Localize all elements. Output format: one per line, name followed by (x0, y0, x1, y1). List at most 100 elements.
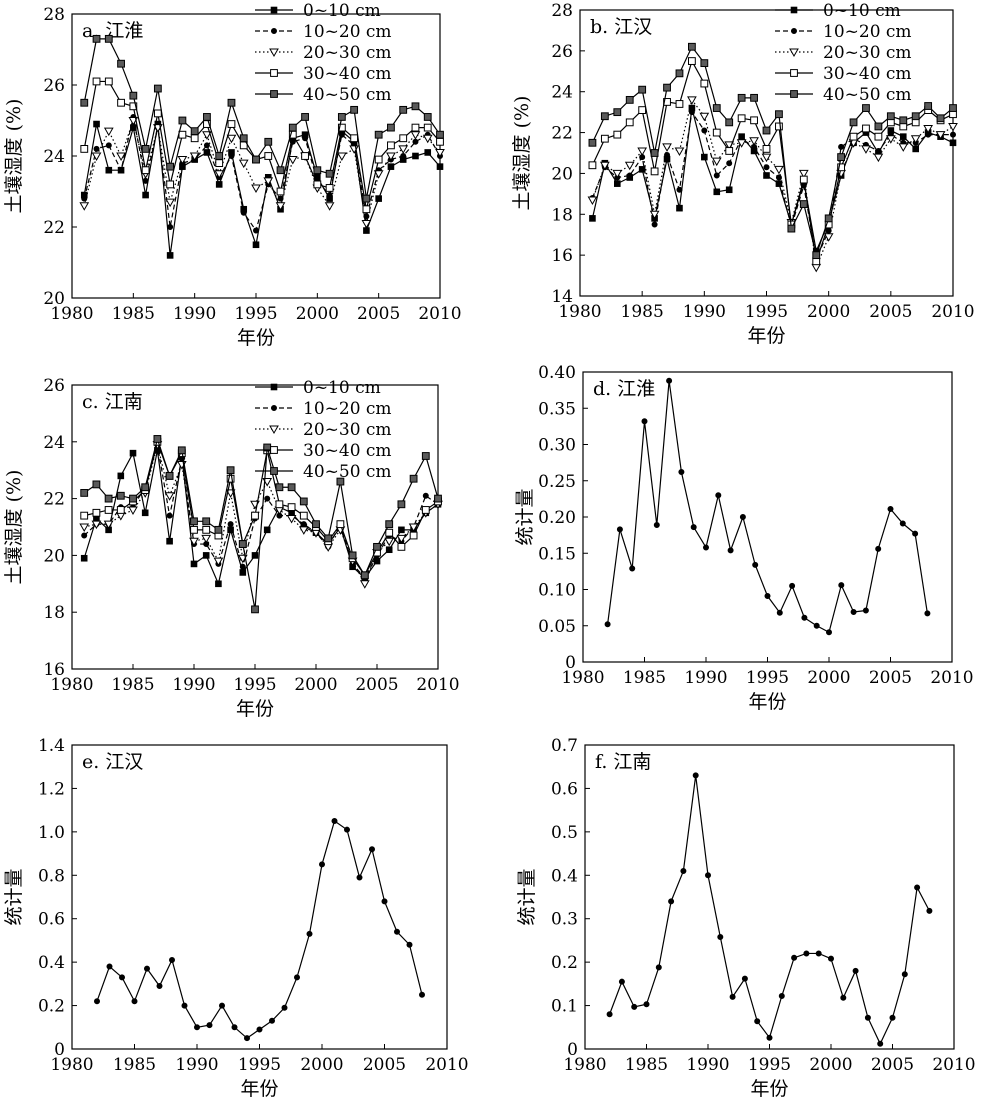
x-tick-label: 1995 (234, 304, 277, 324)
data-point (924, 610, 931, 617)
data-point (128, 506, 138, 515)
data-point (418, 991, 425, 998)
y-axis-label: 土壤湿度 (%) (3, 470, 25, 585)
data-point (251, 184, 261, 193)
data-point (203, 113, 211, 121)
x-tick-label: 2005 (363, 1055, 406, 1075)
data-point (373, 542, 381, 551)
data-point (650, 167, 659, 176)
legend-entry: 40~50 cm (823, 85, 912, 105)
panel-title: a. 江淮 (82, 20, 143, 42)
data-point (926, 907, 933, 914)
data-point (899, 133, 907, 140)
x-axis-label: 年份 (748, 691, 786, 713)
data-point (588, 138, 597, 147)
data-point (862, 104, 870, 112)
y-tick-label: 0.6 (551, 779, 578, 799)
panel-title: c. 江南 (82, 391, 143, 413)
data-point (874, 132, 883, 141)
data-point (400, 152, 407, 159)
y-tick-label: 22 (43, 218, 65, 238)
data-point (251, 605, 259, 614)
data-point (190, 517, 198, 526)
data-point (117, 98, 125, 107)
data-point (313, 166, 322, 175)
data-point (676, 204, 683, 212)
data-point (899, 116, 908, 125)
series-40-50- (80, 34, 444, 203)
x-axis-label: 年份 (747, 325, 785, 347)
x-tick-label: 1990 (684, 668, 727, 688)
data-point (215, 181, 223, 188)
chart-panel-c: 1980 1985 1990 1995 2000 2005 2010 16 18 20 22 24 26… (3, 376, 460, 720)
data-point (302, 135, 309, 142)
x-tick-label: 1980 (561, 668, 604, 688)
data-point (81, 195, 88, 202)
data-point (156, 983, 163, 990)
x-tick-label: 2005 (869, 668, 912, 688)
data-point (119, 974, 126, 981)
y-tick-label: 0.40 (538, 363, 576, 383)
data-point (898, 143, 909, 152)
y-tick-label: 24 (551, 83, 573, 103)
data-point (306, 930, 313, 937)
data-point (81, 532, 88, 539)
data-point (421, 506, 430, 514)
data-point (202, 517, 211, 526)
data-point (264, 152, 273, 160)
data-point (411, 102, 420, 111)
x-tick-label: 1985 (113, 1055, 156, 1075)
legend-swatch-marker (790, 90, 798, 98)
data-point (165, 471, 174, 480)
y-tick-label: 0 (54, 1040, 65, 1060)
data-point (218, 1002, 225, 1009)
data-point (202, 525, 211, 534)
x-tick-label: 1990 (172, 675, 215, 695)
data-point (398, 526, 405, 534)
data-point (612, 169, 623, 179)
data-point (950, 131, 957, 138)
data-point (763, 172, 770, 179)
data-point (287, 503, 296, 512)
data-point (299, 511, 308, 520)
data-point (166, 512, 173, 519)
data-point (737, 93, 746, 102)
data-point (701, 127, 708, 134)
x-axis-label: 年份 (750, 1078, 788, 1100)
data-point (239, 563, 246, 570)
data-point (624, 161, 635, 171)
y-tick-label: 0.15 (538, 544, 576, 564)
x-tick-label: 2010 (931, 302, 974, 322)
data-point (739, 514, 746, 521)
data-point (801, 614, 808, 621)
data-point (614, 180, 621, 187)
data-point (387, 123, 395, 132)
data-point (299, 497, 308, 506)
data-point (761, 153, 772, 163)
y-tick-label: 0.6 (38, 910, 65, 930)
data-point (798, 169, 809, 179)
data-point (301, 152, 309, 160)
x-tick-label: 1985 (112, 304, 155, 324)
legend-swatch-marker (270, 27, 277, 34)
series-20-30- (587, 96, 958, 273)
series-stat (94, 818, 425, 1042)
data-point (750, 116, 758, 125)
data-point (214, 525, 223, 534)
legend-swatch-marker (790, 69, 798, 77)
data-point (815, 950, 822, 957)
data-point (914, 884, 921, 891)
data-point (275, 202, 286, 211)
legend-entry: 30~40 cm (823, 64, 912, 84)
data-point (725, 147, 734, 155)
y-tick-label: 0.10 (538, 581, 576, 601)
legend-entry: 40~50 cm (303, 462, 392, 482)
data-point (129, 449, 137, 457)
data-point (373, 170, 384, 179)
data-point (435, 148, 445, 158)
data-point (864, 1014, 871, 1021)
data-point (190, 127, 199, 136)
